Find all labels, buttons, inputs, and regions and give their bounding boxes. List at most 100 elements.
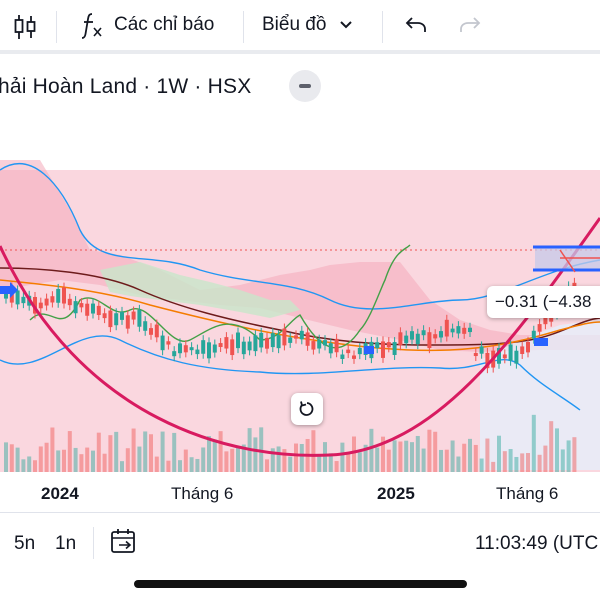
volume-bar <box>38 446 43 472</box>
candle-body <box>439 331 443 338</box>
volume-bar <box>323 442 327 472</box>
candle-body <box>415 333 420 345</box>
chart-type-button[interactable]: Biểu đồ <box>262 0 353 50</box>
candle-body <box>317 339 322 349</box>
volume-bar <box>363 444 368 472</box>
candle-body <box>125 315 130 329</box>
volume-bar <box>143 431 148 472</box>
candle-body <box>44 298 49 306</box>
candle-body <box>108 310 113 328</box>
candle-body <box>502 354 507 359</box>
volume-bar <box>369 428 374 472</box>
volume-bar <box>102 453 107 472</box>
candle-body <box>479 346 484 354</box>
volume-bar <box>114 431 119 472</box>
candle-body <box>433 334 438 339</box>
volume-bar <box>433 431 438 472</box>
candle-body <box>398 332 403 346</box>
minus-icon <box>299 84 311 88</box>
collapse-legend-button[interactable] <box>289 70 321 102</box>
volume-bar <box>21 459 26 472</box>
candle-body <box>207 342 211 359</box>
volume-bar <box>560 449 565 472</box>
volume-bar <box>543 445 548 472</box>
range-5d-button[interactable]: 5n <box>14 533 36 554</box>
symbol-title[interactable]: hải Hoàn Land · 1W · HSX <box>0 75 252 98</box>
volume-bar <box>531 414 536 472</box>
go-to-date-button[interactable] <box>110 527 138 560</box>
volume-bar <box>468 438 472 472</box>
candle-body <box>102 313 107 319</box>
candle-body <box>543 315 548 325</box>
volume-bar <box>520 453 525 472</box>
chevron-down-icon <box>340 21 353 29</box>
clock-display[interactable]: 11:03:49 (UTC <box>475 533 599 554</box>
candle-body <box>485 352 490 369</box>
candle-body <box>508 344 513 361</box>
volume-bar <box>352 436 356 472</box>
range-1m-button[interactable]: 1n <box>55 533 77 554</box>
volume-bar <box>328 453 333 472</box>
candle-body <box>33 296 37 314</box>
candle-body <box>473 352 478 357</box>
volume-bar <box>479 458 484 472</box>
volume-bar <box>381 436 385 472</box>
mid-marker <box>364 346 374 354</box>
candle-body <box>340 354 345 359</box>
candlestick-icon <box>14 15 36 39</box>
volume-bar <box>44 442 49 472</box>
candle-body <box>520 346 525 354</box>
volume-bar <box>9 444 14 472</box>
candle-body <box>311 341 316 350</box>
candle-body <box>67 298 72 306</box>
volume-bar <box>15 447 20 472</box>
volume-bar <box>27 456 32 472</box>
time-label-2025: 2025 <box>377 484 415 503</box>
candle-body <box>38 302 43 309</box>
volume-bar <box>166 460 171 472</box>
candle-body <box>120 311 124 320</box>
candle-body <box>172 351 177 357</box>
volume-bar <box>357 452 362 472</box>
candle-body <box>15 290 20 305</box>
time-label-june-2025: Tháng 6 <box>496 484 559 503</box>
volume-bar <box>473 444 478 472</box>
candle-body <box>241 341 246 355</box>
candles-button[interactable] <box>12 13 38 41</box>
time-label-june-2024: Tháng 6 <box>171 484 234 503</box>
candle-body <box>201 340 206 354</box>
volume-bar <box>375 447 380 472</box>
volume-bar <box>56 450 61 472</box>
reset-chart-button[interactable] <box>291 393 323 425</box>
candle-body <box>114 313 119 326</box>
candle-body <box>253 335 258 352</box>
candle-body <box>537 324 542 332</box>
volume-bars <box>4 414 577 472</box>
volume-bar <box>50 427 55 472</box>
volume-bar <box>572 437 577 472</box>
candle-body <box>56 288 61 303</box>
undo-button[interactable] <box>404 0 428 50</box>
candle-body <box>154 324 159 338</box>
volume-bar <box>265 459 269 472</box>
volume-bar <box>537 454 542 472</box>
bottom-divider <box>93 527 94 559</box>
lagging-span <box>29 244 411 349</box>
candle-body <box>212 344 217 353</box>
candle-body <box>497 347 501 364</box>
candle-body <box>73 301 78 314</box>
bollinger-lower <box>0 335 581 411</box>
volume-bar <box>462 443 467 472</box>
volume-bar <box>404 440 409 472</box>
volume-bar <box>33 460 37 472</box>
volume-bar <box>299 443 304 472</box>
right-marker <box>534 338 548 346</box>
volume-bar <box>189 457 194 472</box>
bollinger-upper <box>0 163 600 310</box>
candle-body <box>346 349 351 354</box>
redo-button[interactable] <box>458 0 482 50</box>
candle-body <box>456 326 461 334</box>
candle-body <box>270 333 275 348</box>
indicators-button[interactable]: Các chỉ báo <box>80 0 214 50</box>
volume-bar <box>62 449 66 472</box>
